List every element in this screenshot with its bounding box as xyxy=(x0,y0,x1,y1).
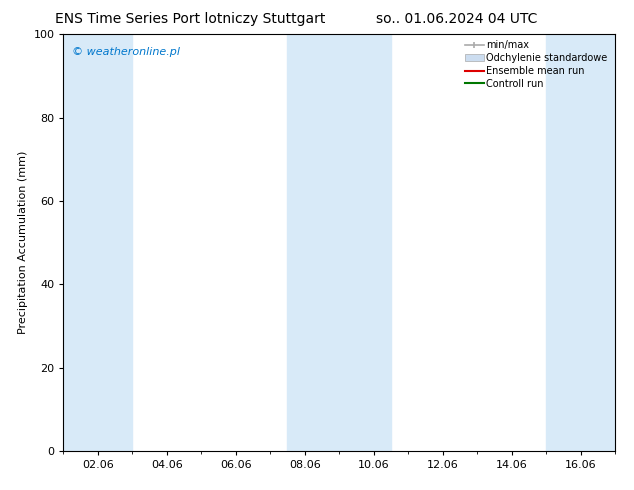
Y-axis label: Precipitation Accumulation (mm): Precipitation Accumulation (mm) xyxy=(18,151,28,334)
Legend: min/max, Odchylenie standardowe, Ensemble mean run, Controll run: min/max, Odchylenie standardowe, Ensembl… xyxy=(461,36,613,93)
Text: © weatheronline.pl: © weatheronline.pl xyxy=(72,47,179,57)
Bar xyxy=(546,34,615,451)
Text: ENS Time Series Port lotniczy Stuttgart: ENS Time Series Port lotniczy Stuttgart xyxy=(55,12,325,26)
Text: so.. 01.06.2024 04 UTC: so.. 01.06.2024 04 UTC xyxy=(376,12,537,26)
Bar xyxy=(63,34,133,451)
Bar xyxy=(287,34,391,451)
